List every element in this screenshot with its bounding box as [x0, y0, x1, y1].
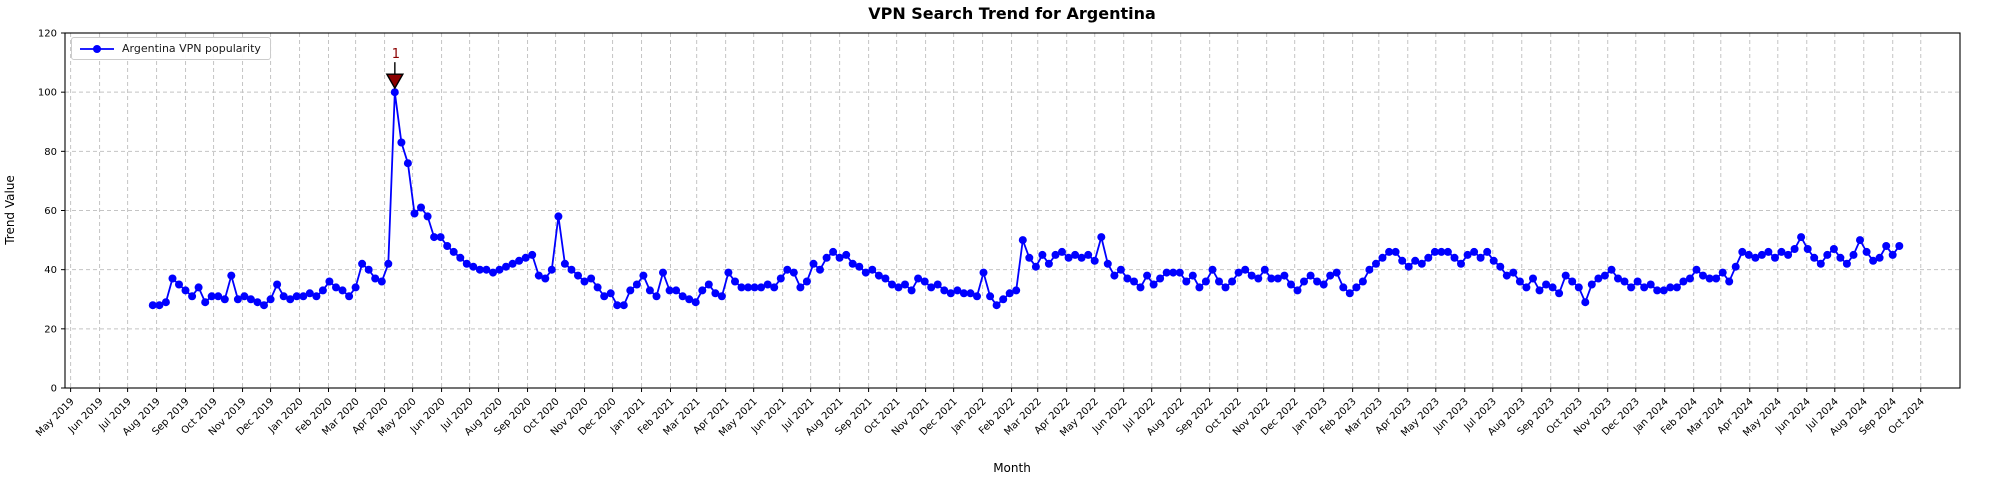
- svg-text:120: 120: [38, 29, 57, 40]
- peak-annotation: 1: [385, 47, 405, 90]
- trend-line: [148, 88, 1904, 310]
- annotation-label: 1: [392, 47, 400, 62]
- x-axis-label: Month: [993, 461, 1031, 475]
- svg-text:40: 40: [44, 265, 57, 276]
- svg-text:0: 0: [51, 384, 57, 395]
- triangle-down-marker: [385, 73, 405, 90]
- svg-text:20: 20: [44, 324, 57, 335]
- y-axis-label: Trend Value: [3, 175, 17, 246]
- gridlines: [65, 32, 1960, 389]
- svg-text:60: 60: [44, 206, 57, 217]
- trend-polyline: [152, 92, 1901, 307]
- legend-label: Argentina VPN popularity: [122, 42, 261, 55]
- legend-line-sample: [80, 44, 114, 53]
- legend: Argentina VPN popularity: [71, 37, 271, 60]
- svg-text:80: 80: [44, 147, 57, 158]
- plot-border: [64, 32, 1961, 389]
- trend-markers: [148, 88, 1904, 310]
- chart-title: VPN Search Trend for Argentina: [868, 4, 1156, 23]
- svg-text:100: 100: [38, 88, 57, 99]
